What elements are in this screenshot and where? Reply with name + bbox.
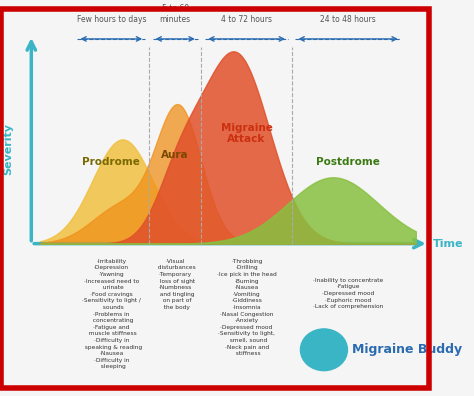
Text: Time: Time (433, 239, 464, 249)
Text: Prodrome: Prodrome (82, 157, 140, 167)
Text: Migraine
Attack: Migraine Attack (221, 123, 273, 145)
Text: Migraine Buddy: Migraine Buddy (352, 343, 462, 356)
Text: ·Throbbing
·Drilling
·Ice pick in the head
·Burning
·Nausea
·Vomiting
·Giddiness: ·Throbbing ·Drilling ·Ice pick in the he… (217, 259, 276, 356)
Text: 5 to 60
minutes: 5 to 60 minutes (160, 4, 191, 24)
Text: 4 to 72 hours: 4 to 72 hours (221, 15, 272, 24)
Text: ·Inability to concentrate
·Fatigue
·Depressed mood
·Euphoric mood
·Lack of compr: ·Inability to concentrate ·Fatigue ·Depr… (313, 278, 383, 309)
Text: Aura: Aura (161, 150, 189, 160)
Text: Few hours to days: Few hours to days (76, 15, 146, 24)
Text: Postdrome: Postdrome (316, 157, 380, 167)
Text: Severity: Severity (3, 123, 13, 175)
Text: ·Visual
  disturbances
·Temporary
  loss of sight
·Numbness
  and tingling
  on : ·Visual disturbances ·Temporary loss of … (155, 259, 196, 310)
Circle shape (301, 329, 347, 371)
Text: ·Irritability
·Depression
·Yawning
·Increased need to
  urinate
·Food cravings
·: ·Irritability ·Depression ·Yawning ·Incr… (81, 259, 142, 369)
Text: 24 to 48 hours: 24 to 48 hours (320, 15, 376, 24)
